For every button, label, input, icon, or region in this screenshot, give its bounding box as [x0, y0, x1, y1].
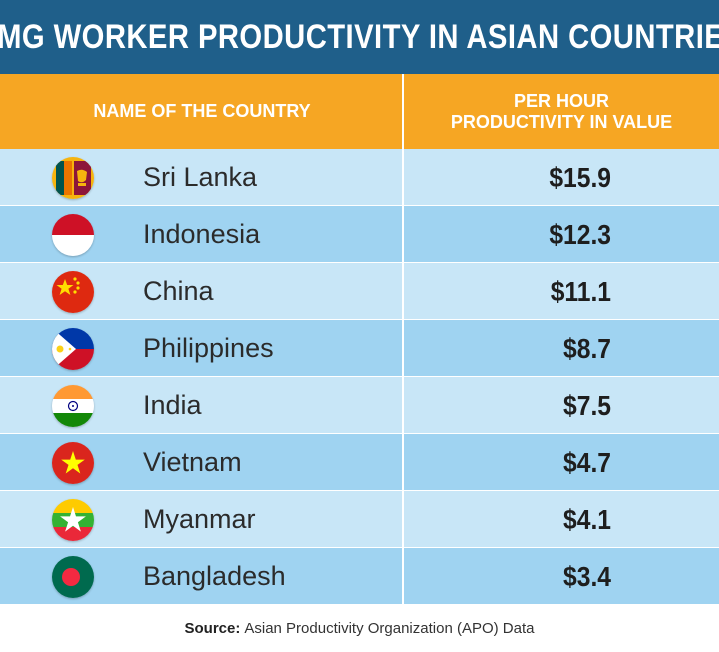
country-name: Myanmar — [143, 504, 256, 534]
productivity-value: $7.5 — [563, 390, 611, 421]
country-name: China — [143, 276, 214, 306]
column-divider — [402, 149, 404, 605]
table-row: Sri Lanka $15.9 — [0, 149, 719, 206]
sri-lanka-flag-icon — [52, 157, 94, 199]
bangladesh-flag-icon — [52, 556, 94, 598]
header-divider — [402, 74, 404, 149]
value-column-header-line2: PRODUCTIVITY IN VALUE — [450, 111, 673, 132]
table-row: China $11.1 — [0, 263, 719, 320]
productivity-value: $15.9 — [549, 162, 611, 193]
row-separator — [0, 604, 719, 605]
row-separator — [0, 490, 719, 491]
table-row: Myanmar $4.1 — [0, 491, 719, 548]
indonesia-flag-icon — [52, 214, 94, 256]
row-separator — [0, 262, 719, 263]
vietnam-flag-icon — [52, 442, 94, 484]
title-bar: RMG WORKER PRODUCTIVITY IN ASIAN COUNTRI… — [0, 0, 719, 74]
philippines-flag-icon — [52, 328, 94, 370]
value-column-header-line1: PER HOUR — [513, 90, 609, 111]
china-flag-icon — [52, 271, 94, 313]
row-separator — [0, 205, 719, 206]
source-label: Source: — [184, 620, 241, 637]
india-flag-icon — [52, 385, 94, 427]
productivity-value: $11.1 — [550, 276, 611, 307]
country-name: Sri Lanka — [143, 162, 258, 192]
page-title: RMG WORKER PRODUCTIVITY IN ASIAN COUNTRI… — [0, 17, 719, 56]
source-text: Asian Productivity Organization (APO) Da… — [244, 620, 535, 637]
country-name: Indonesia — [143, 219, 261, 249]
value-column-header: PER HOUR PRODUCTIVITY IN VALUE — [404, 74, 719, 149]
country-column-header: NAME OF THE COUNTRY — [93, 101, 311, 121]
table-row: Vietnam $4.7 — [0, 434, 719, 491]
row-separator — [0, 376, 719, 377]
table-row: Indonesia $12.3 — [0, 206, 719, 263]
row-separator — [0, 319, 719, 320]
row-separator — [0, 547, 719, 548]
table-row: India $7.5 — [0, 377, 719, 434]
source-note: Source: Asian Productivity Organization … — [0, 605, 719, 652]
productivity-value: $4.1 — [563, 504, 611, 535]
row-separator — [0, 433, 719, 434]
country-name: India — [143, 390, 202, 420]
productivity-value: $12.3 — [549, 219, 611, 250]
country-name: Vietnam — [143, 447, 242, 477]
productivity-value: $4.7 — [563, 447, 611, 478]
table-header: NAME OF THE COUNTRY PER HOUR PRODUCTIVIT… — [0, 74, 719, 149]
productivity-value: $3.4 — [563, 561, 611, 592]
productivity-table: Sri Lanka $15.9 Indonesia $12.3 China $11.1 Ph… — [0, 149, 719, 605]
table-row: Philippines $8.7 — [0, 320, 719, 377]
productivity-value: $8.7 — [563, 333, 611, 364]
country-name: Philippines — [143, 333, 274, 363]
country-name: Bangladesh — [143, 561, 286, 591]
myanmar-flag-icon — [52, 499, 94, 541]
table-row: Bangladesh $3.4 — [0, 548, 719, 605]
